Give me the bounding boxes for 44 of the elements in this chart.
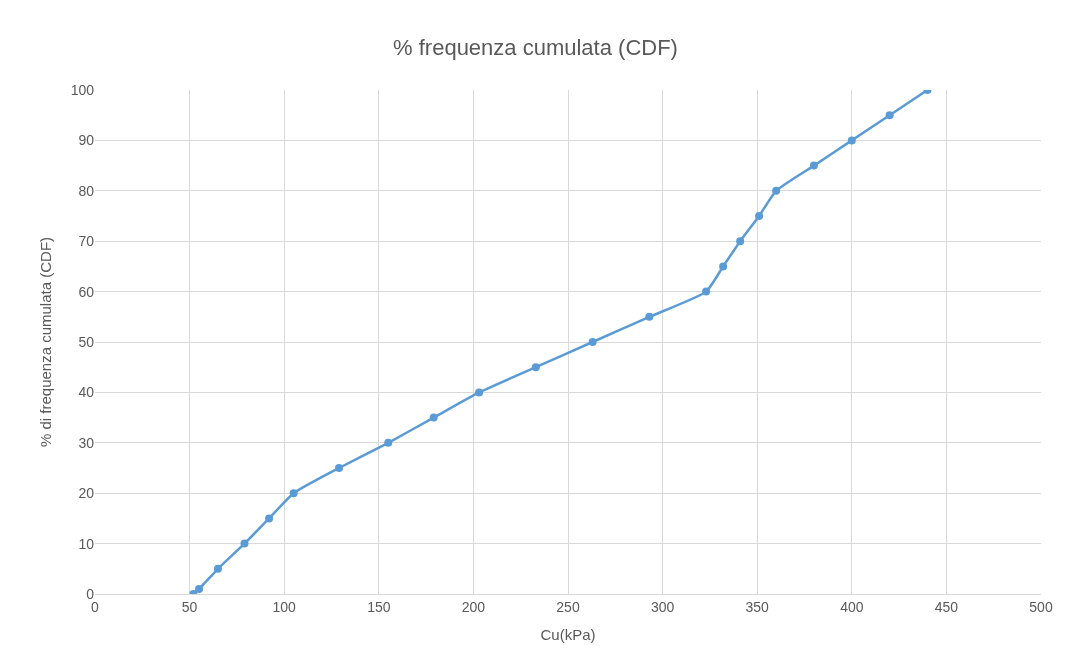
y-tick-label: 50: [78, 333, 95, 350]
y-tick-label: 60: [78, 283, 95, 300]
point: [213, 564, 222, 573]
x-tick-label: 450: [934, 598, 959, 615]
point: [429, 413, 438, 422]
point: [531, 363, 540, 372]
chart-title: % frequenza cumulata (CDF): [393, 35, 678, 61]
x-tick-label: 300: [650, 598, 675, 615]
point: [335, 464, 344, 472]
point: [736, 237, 745, 246]
point: [847, 136, 856, 145]
y-tick-label: 0: [86, 585, 95, 602]
y-axis-title: % di frequenza cumulata (CDF): [36, 236, 54, 448]
x-tick-label: 150: [367, 598, 391, 615]
x-tick-label: 200: [461, 598, 486, 615]
x-tick-label: 350: [745, 598, 770, 615]
y-tick-label: 30: [78, 434, 95, 451]
x-tick-label: 500: [1029, 598, 1053, 615]
x-tick-label: 50: [181, 598, 198, 615]
y-tick-label: 90: [78, 132, 95, 149]
point: [588, 338, 597, 346]
point: [265, 514, 274, 523]
x-tick-label: 100: [272, 598, 297, 615]
x-tick-label: 400: [840, 598, 864, 615]
point: [384, 438, 393, 447]
y-tick-label: 100: [70, 81, 95, 98]
x-tick-label: 250: [556, 598, 580, 615]
point: [240, 539, 249, 548]
y-tick-label: 70: [78, 233, 95, 250]
point: [475, 388, 484, 397]
point: [195, 584, 204, 593]
y-tick-label: 40: [78, 384, 95, 401]
point: [772, 186, 781, 195]
y-tick-label: 20: [78, 485, 95, 502]
point: [289, 489, 298, 498]
point: [719, 262, 728, 271]
point: [702, 287, 711, 296]
x-axis-title: Cu(kPa): [540, 625, 596, 643]
point: [645, 312, 654, 321]
point: [809, 161, 818, 170]
point: [755, 212, 764, 220]
y-tick-label: 10: [78, 535, 95, 552]
y-tick-label: 80: [78, 182, 95, 199]
point: [885, 111, 894, 120]
